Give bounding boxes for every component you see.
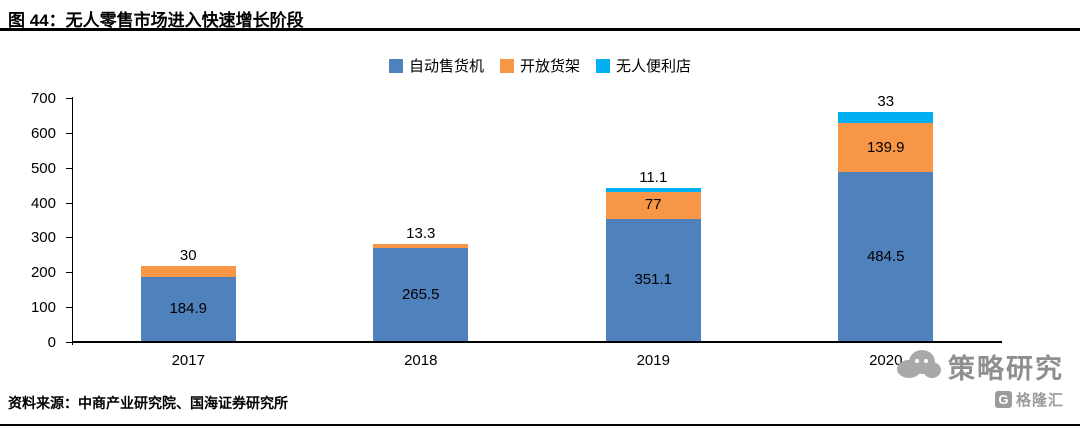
bar-value-label: 139.9	[866, 138, 905, 156]
y-tick-mark	[66, 98, 72, 99]
watermark-logo-text: 格隆汇	[1015, 392, 1064, 409]
bar-value-label: 11.1	[639, 168, 668, 186]
y-tick-label: 700	[30, 90, 56, 107]
legend-label: 自动售货机	[408, 58, 484, 75]
watermark-logo-icon: G	[994, 391, 1012, 408]
y-tick-mark	[66, 272, 72, 274]
y-tick-label: 500	[30, 159, 56, 177]
bar-segment-open-shelf	[373, 243, 469, 249]
watermark-cloud-icon	[896, 348, 942, 385]
x-axis-label: 2019	[636, 352, 670, 369]
legend-item-unmanned-store: 无人便利店	[596, 55, 691, 76]
legend-swatch-icon	[596, 58, 610, 73]
y-tick-mark	[66, 237, 72, 239]
bar-segment-vending-machine	[838, 172, 934, 341]
y-tick-mark	[66, 342, 72, 343]
y-axis-line	[72, 97, 73, 345]
bar-value-label: 351.1	[634, 270, 673, 288]
bar-value-label: 33	[877, 92, 895, 110]
x-axis-label: 2020	[869, 352, 903, 369]
bar-segment-open-shelf	[838, 123, 934, 173]
bar-segment-vending-machine	[373, 248, 469, 341]
bar-segment-vending-machine	[140, 276, 236, 341]
bar-segment-unmanned-store	[838, 111, 934, 124]
y-tick-label: 200	[30, 264, 56, 282]
watermark-logo: G 格隆汇	[896, 389, 1064, 410]
x-axis-label: 2018	[404, 352, 438, 369]
bar-segment-vending-machine	[605, 218, 701, 341]
bottom-divider	[0, 424, 1080, 426]
y-tick-label: 100	[30, 299, 56, 317]
bar-value-label: 484.5	[866, 247, 905, 265]
bar-segment-open-shelf	[140, 266, 236, 277]
bar-value-label: 13.3	[406, 224, 436, 242]
y-tick-label: 300	[30, 229, 56, 247]
y-axis-labels: 0 100 200 300 400 500 600 700	[0, 90, 72, 351]
y-tick-mark	[66, 307, 72, 309]
legend-item-vending-machine: 自动售货机	[388, 55, 484, 76]
watermark: 策略研究 G 格隆汇	[896, 347, 1064, 410]
bar-segment-open-shelf	[605, 191, 701, 219]
legend: 自动售货机 开放货架 无人便利店	[0, 55, 1080, 76]
bar-value-label: 184.9	[169, 299, 208, 317]
y-tick-label: 0	[47, 334, 56, 351]
plot-area: 184.9 30 265.5 13.3 351.1 77 11.1 484.5 139.9 33	[72, 93, 1002, 343]
figure-title: 图 44：无人零售市场进入快速增长阶段	[0, 0, 1080, 31]
bar-value-label: 30	[179, 247, 197, 265]
x-axis-label: 2017	[171, 352, 205, 369]
bar-value-label: 265.5	[401, 285, 440, 303]
y-tick-label: 600	[30, 124, 56, 142]
y-tick-label: 400	[30, 194, 56, 212]
watermark-row: 策略研究	[896, 347, 1064, 386]
y-tick-mark	[66, 202, 72, 204]
bar-value-label: 77	[644, 196, 662, 214]
legend-label: 开放货架	[519, 58, 580, 75]
watermark-text: 策略研究	[948, 354, 1064, 384]
source-note: 资料来源：中商产业研究院、国海证券研究所	[8, 395, 288, 411]
legend-item-open-shelf: 开放货架	[499, 55, 580, 76]
y-tick-mark	[66, 167, 72, 169]
legend-swatch-icon	[388, 58, 403, 73]
y-tick-mark	[66, 132, 72, 134]
x-axis-labels: 2017 2018 2019 2020	[72, 352, 1002, 372]
bar-segment-unmanned-store	[605, 187, 701, 192]
legend-swatch-icon	[499, 58, 514, 73]
legend-label: 无人便利店	[616, 58, 692, 75]
